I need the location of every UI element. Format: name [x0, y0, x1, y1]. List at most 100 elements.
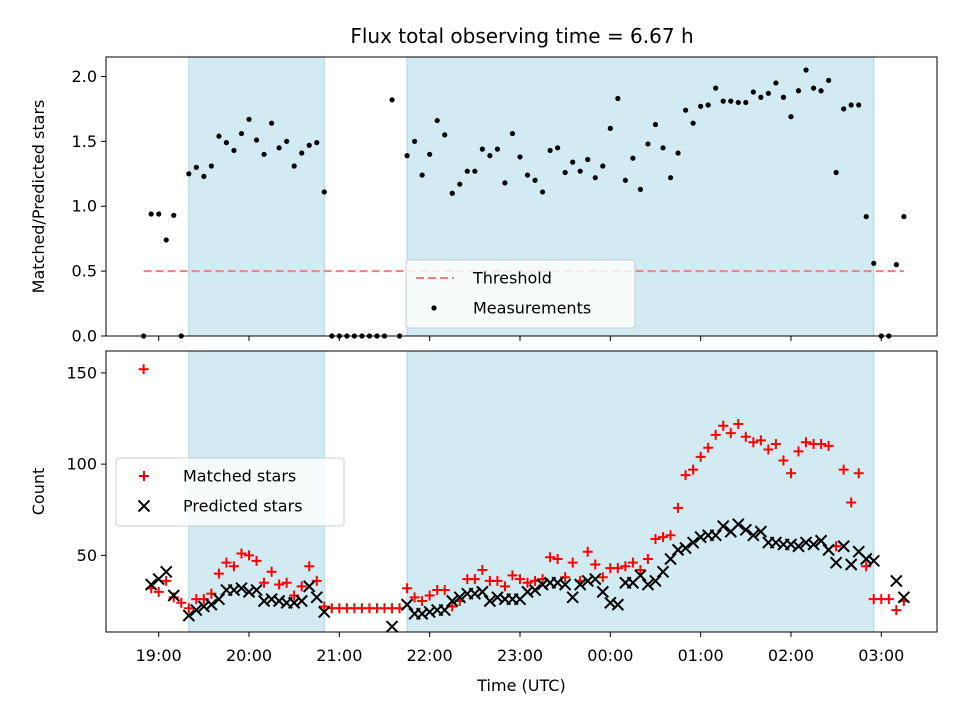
x-tick-label: 19:00 [136, 646, 182, 665]
legend-box [405, 259, 636, 329]
predicted-stars-point [641, 578, 655, 591]
matched-stars-point [567, 557, 578, 568]
y-tick-label: 1.0 [72, 197, 97, 216]
predicted-stars-point [160, 565, 173, 578]
matched-stars-point [244, 550, 255, 561]
predicted-stars-point [574, 578, 587, 591]
matched-stars-point [183, 603, 194, 614]
predicted-stars-point [318, 605, 331, 619]
matched-stars-point [627, 557, 638, 568]
matched-stars-point [296, 581, 307, 592]
predicted-stars-point [415, 607, 429, 620]
matched-stars-point [424, 590, 435, 601]
measurements-point [186, 171, 192, 177]
matched-stars-point [703, 442, 714, 453]
matched-stars-point [635, 564, 646, 575]
measurements-point [494, 146, 501, 152]
matched-stars-point [221, 557, 232, 568]
predicted-stars-point [144, 578, 158, 591]
matched-stars-point [680, 470, 691, 481]
matched-stars-point [552, 554, 563, 565]
predicted-stars-point [664, 552, 677, 566]
predicted-stars-point [671, 543, 685, 557]
predicted-stars-point [792, 540, 805, 553]
measurements-point [555, 145, 561, 151]
predicted-stars-point [829, 556, 843, 569]
measurements-point [231, 147, 237, 154]
predicted-stars-point [679, 541, 692, 555]
measurements-point [637, 186, 644, 192]
predicted-stars-point [649, 574, 662, 588]
predicted-stars-point [287, 596, 301, 610]
measurements-point [223, 140, 230, 146]
legend-label-threshold: Threshold [472, 269, 552, 288]
predicted-stars-point [528, 583, 542, 597]
matched-stars-point [748, 437, 759, 448]
measurements-point [645, 141, 651, 147]
predicted-stars-point [589, 572, 602, 586]
matched-stars-point [695, 451, 706, 462]
measurements-point [472, 168, 478, 174]
predicted-stars-point [303, 580, 316, 593]
measurements-point [532, 177, 538, 183]
predicted-stars-point [807, 538, 820, 551]
bottom-panel-counts: 50 100 150 19:00 20:00 21:00 22:00 23:00 00:00 01… [29, 350, 938, 695]
measurements-point [148, 211, 154, 217]
measurements-point [524, 172, 531, 178]
matched-stars-point [469, 574, 480, 585]
measurements-point [404, 153, 410, 159]
matched-stars-point [853, 468, 864, 479]
measurements-point [479, 146, 485, 152]
x-tick-label: 02:00 [768, 646, 814, 665]
predicted-stars-point [167, 589, 180, 602]
measurements-point [780, 94, 787, 100]
measurements-point [818, 88, 824, 94]
measurements-point [848, 102, 854, 108]
measurements-point [261, 151, 267, 157]
legend-label-matched-stars: Matched stars [183, 467, 296, 486]
measurements-point [652, 121, 659, 128]
y-tick-label: 0.5 [72, 262, 97, 281]
y-axis-label: Matched/Predicted stars [29, 100, 48, 294]
measurements-point [427, 151, 433, 157]
measurements-point [449, 190, 455, 196]
measurements-point [268, 120, 275, 126]
measurements-point [570, 159, 576, 165]
matched-stars-point [891, 605, 902, 616]
matched-stars-point [499, 581, 510, 592]
predicted-stars-point [265, 592, 278, 606]
predicted-stars-point [295, 594, 308, 608]
measurements-point [201, 173, 207, 179]
matched-stars-point [612, 563, 623, 574]
matched-stars-point [251, 555, 262, 566]
y-tick-label: 1.5 [72, 132, 97, 151]
predicted-stars-point [483, 594, 497, 608]
predicted-stars-point [310, 591, 323, 604]
legend-box [115, 457, 345, 527]
predicted-stars-point [890, 574, 903, 588]
matched-stars-point [492, 575, 503, 586]
predicted-stars-point [446, 594, 459, 608]
measurements-point [539, 189, 546, 195]
legend-marker-measurements [431, 305, 437, 311]
predicted-stars-point [438, 603, 451, 617]
matched-stars-point [846, 497, 857, 508]
measurements-point [750, 89, 756, 95]
measurements-point [171, 212, 177, 218]
measurements-point [810, 85, 817, 91]
matched-stars-point [838, 464, 849, 475]
measurements-point [607, 125, 613, 131]
measurements-point [682, 107, 689, 113]
measurements-point [758, 94, 764, 100]
predicted-stars-point [844, 558, 858, 571]
matched-stars-point [522, 577, 533, 588]
x-axis-label: Time (UTC) [476, 676, 565, 695]
legend-marker-matched-stars [139, 471, 149, 481]
matched-stars-point [665, 530, 676, 541]
predicted-stars-point [814, 534, 828, 547]
measurements-point [306, 142, 312, 148]
measurements-point [163, 237, 169, 243]
matched-stars-point [168, 592, 179, 603]
predicted-stars-point [769, 536, 783, 549]
measurements-point [216, 133, 222, 139]
